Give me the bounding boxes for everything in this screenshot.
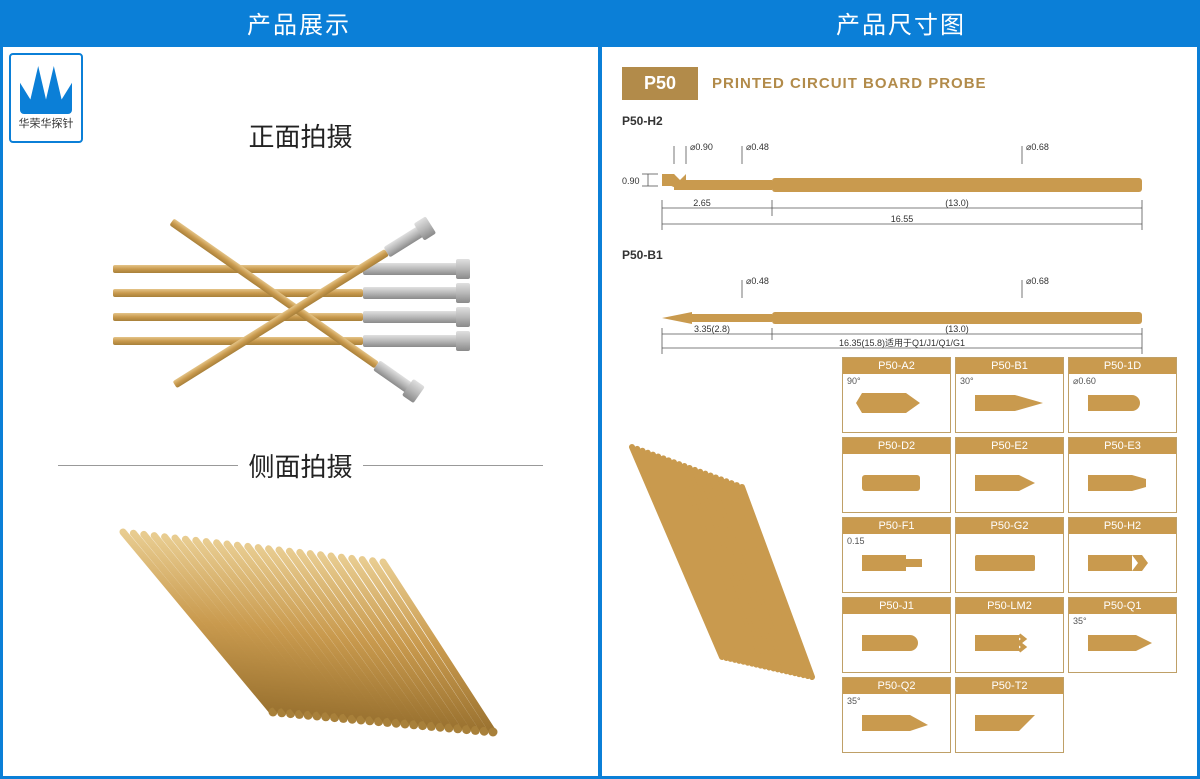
header-bar: 产品展示 产品尺寸图 <box>0 0 1200 44</box>
spec-panel: P50 PRINTED CIRCUIT BOARD PROBE P50-H2 ⌀… <box>600 44 1200 779</box>
tip-shape <box>1069 534 1176 592</box>
tip-cell-p50-d2: P50-D2 <box>842 437 951 513</box>
tip-label: P50-1D <box>1069 358 1176 374</box>
svg-text:3.35(2.8): 3.35(2.8) <box>694 324 730 334</box>
svg-text:⌀0.90: ⌀0.90 <box>690 142 713 152</box>
tip-cell-p50-h2: P50-H2 <box>1068 517 1177 593</box>
tip-annotation: 30° <box>960 376 974 386</box>
tip-label: P50-J1 <box>843 598 950 614</box>
tip-cell-p50-e2: P50-E2 <box>955 437 1064 513</box>
dim-label-h2: P50-H2 <box>622 114 1177 128</box>
side-view-label-row: 侧面拍摄 <box>3 447 598 484</box>
tip-shape <box>1069 454 1176 512</box>
svg-text:⌀0.68: ⌀0.68 <box>1026 142 1049 152</box>
tip-cell-p50-f1: P50-F1 0.15 <box>842 517 951 593</box>
tip-label: P50-Q2 <box>843 678 950 694</box>
model-badge: P50 <box>622 67 698 100</box>
svg-text:0.90: 0.90 <box>622 176 640 186</box>
tip-shape: 90° <box>843 374 950 432</box>
tip-annotation: ⌀0.60 <box>1073 376 1096 387</box>
side-view-label: 侧面拍摄 <box>248 447 352 484</box>
spec-title: PRINTED CIRCUIT BOARD PROBE <box>712 75 987 92</box>
tip-label: P50-H2 <box>1069 518 1176 534</box>
tip-label: P50-F1 <box>843 518 950 534</box>
spec-head: P50 PRINTED CIRCUIT BOARD PROBE <box>622 67 1177 100</box>
dim-row-h2: P50-H2 ⌀0.90 ⌀0.48 ⌀0.68 <box>622 114 1177 234</box>
tip-label: P50-B1 <box>956 358 1063 374</box>
tip-label: P50-A2 <box>843 358 950 374</box>
tip-label: P50-Q1 <box>1069 598 1176 614</box>
tip-shape <box>956 454 1063 512</box>
tip-shape <box>956 694 1063 752</box>
crown-icon <box>20 66 72 114</box>
svg-text:(13.0): (13.0) <box>945 324 969 334</box>
tip-annotation: 90° <box>847 376 861 386</box>
header-right-title: 产品尺寸图 <box>602 0 1200 44</box>
tip-shape <box>843 614 950 672</box>
tip-cell-p50-q1: P50-Q1 35° <box>1068 597 1177 673</box>
tip-shape: 0.15 <box>843 534 950 592</box>
side-photo <box>83 492 523 762</box>
tip-label: P50-E2 <box>956 438 1063 454</box>
tip-annotation: 35° <box>847 696 861 706</box>
tip-cell-p50-a2: P50-A2 90° <box>842 357 951 433</box>
tip-label: P50-E3 <box>1069 438 1176 454</box>
tip-annotation: 35° <box>1073 616 1087 626</box>
header-left-title: 产品展示 <box>0 0 598 44</box>
svg-text:2.65: 2.65 <box>693 198 711 208</box>
tip-label: P50-G2 <box>956 518 1063 534</box>
tip-label: P50-LM2 <box>956 598 1063 614</box>
rule-left <box>58 465 238 466</box>
tip-shape: 35° <box>843 694 950 752</box>
tip-cell-p50-e3: P50-E3 <box>1068 437 1177 513</box>
front-photo <box>83 197 523 417</box>
tip-cell-p50-b1: P50-B1 30° <box>955 357 1064 433</box>
svg-text:⌀0.48: ⌀0.48 <box>746 276 769 286</box>
tip-cell-p50-g2: P50-G2 <box>955 517 1064 593</box>
dim-row-b1: P50-B1 ⌀0.48 ⌀0.68 3.35(2.8) (13.0) <box>622 248 1177 358</box>
svg-text:⌀0.68: ⌀0.68 <box>1026 276 1049 286</box>
tip-shape <box>956 534 1063 592</box>
tip-cell-p50-q2: P50-Q2 35° <box>842 677 951 753</box>
rule-right <box>363 465 543 466</box>
svg-text:16.55: 16.55 <box>891 214 914 224</box>
tip-shape: ⌀0.60 <box>1069 374 1176 432</box>
tip-shape <box>843 454 950 512</box>
tip-shape: 35° <box>1069 614 1176 672</box>
tip-photo <box>622 357 832 756</box>
tip-label: P50-D2 <box>843 438 950 454</box>
front-view-label: 正面拍摄 <box>3 117 598 154</box>
tip-shape <box>956 614 1063 672</box>
tip-shape: 30° <box>956 374 1063 432</box>
tip-label: P50-T2 <box>956 678 1063 694</box>
tip-grid: P50-A2 90° P50-B1 30° P50-1D ⌀0.60 P50-D2 P50-E… <box>842 357 1177 756</box>
svg-text:⌀0.48: ⌀0.48 <box>746 142 769 152</box>
tip-annotation: 0.15 <box>847 536 865 546</box>
tip-cell-p50-t2: P50-T2 <box>955 677 1064 753</box>
svg-text:(13.0): (13.0) <box>945 198 969 208</box>
product-display-panel: 华荣华探针 正面拍摄 <box>0 44 600 779</box>
tip-cell-p50-1d: P50-1D ⌀0.60 <box>1068 357 1177 433</box>
tip-cell-p50-lm2: P50-LM2 <box>955 597 1064 673</box>
dim-label-b1: P50-B1 <box>622 248 1177 262</box>
svg-text:16.35(15.8)适用于Q1/J1/Q1/G1: 16.35(15.8)适用于Q1/J1/Q1/G1 <box>839 338 965 348</box>
tip-cell-p50-j1: P50-J1 <box>842 597 951 673</box>
